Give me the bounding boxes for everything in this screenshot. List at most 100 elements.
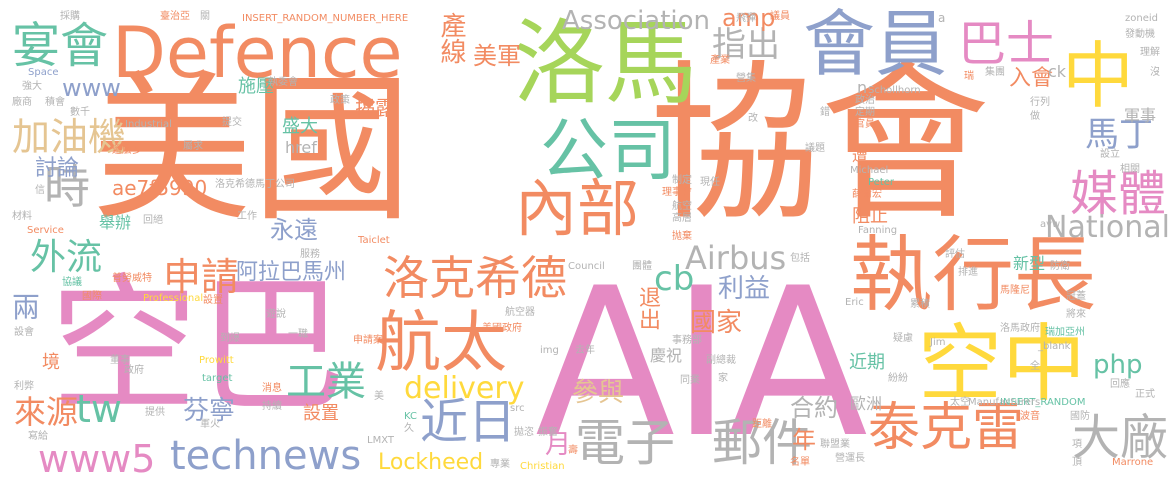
word-xiangguan: 相關: [1120, 164, 1140, 175]
word-chanye: 產業: [710, 55, 730, 66]
word-juli: 距離: [752, 419, 772, 430]
word-gongye: 工業: [286, 359, 366, 405]
word-juban: 舉辦: [99, 213, 132, 232]
word-changshang: 廠商: [12, 97, 32, 108]
word-paozi: 拋恣: [514, 427, 534, 438]
word-zhong: 中: [1062, 34, 1135, 118]
word-qiangda: 強大: [22, 81, 42, 92]
word-zhengfu: 政府: [124, 365, 144, 376]
word-zoneid: zoneid: [1125, 13, 1158, 24]
word-haimeduo: 還麼多: [112, 145, 142, 156]
word-boyin: 波音: [1020, 411, 1040, 422]
word-meijun: 美軍: [473, 42, 521, 70]
word-junshi: 軍事: [1124, 106, 1157, 125]
word-jianglai: 將來: [1066, 309, 1086, 320]
word-dingqi: 定期: [855, 107, 875, 118]
word-space: Space: [28, 67, 59, 78]
word-shenqingan: 申請案: [353, 335, 383, 346]
word-yingji: 營集: [736, 73, 756, 84]
word-shenqing: 申請: [163, 255, 240, 299]
word-jiu: 久: [404, 423, 414, 434]
word-kongba: 空巴: [50, 260, 346, 432]
word-zhuanye: 專業: [490, 459, 510, 470]
word-service: Service: [27, 225, 64, 236]
word-alabama: 阿拉巴馬州: [236, 260, 347, 285]
word-xiang: 項: [1072, 439, 1082, 450]
word-jinri: 近日: [420, 394, 517, 450]
word-guoji: 國際: [82, 291, 102, 302]
word-bashi: 巴士: [958, 16, 1055, 72]
word-shi: 時: [44, 160, 90, 214]
word-mading: 馬丁: [1085, 115, 1153, 155]
word-shuqian: 數千: [70, 107, 90, 118]
word-marrone: Marrone: [1112, 457, 1154, 468]
word-src: src: [510, 403, 525, 414]
word-amp: amp: [722, 4, 776, 32]
word-jim: Jim: [930, 337, 946, 348]
word-jinqi: 近期: [849, 352, 885, 373]
word-taikong: 太空: [950, 397, 970, 408]
word-img: img: [540, 345, 559, 356]
word-tijiao: 提交: [222, 117, 242, 128]
word-taiclet: Taiclet: [358, 235, 390, 246]
word-yizhi: 一職: [288, 329, 308, 340]
word-lijie: 理解: [1140, 47, 1160, 58]
word-guan: 關: [200, 11, 210, 22]
word-qunian: 去年: [575, 345, 595, 356]
word-zhiweihui: 執委會: [268, 77, 298, 88]
word-www5: www5: [38, 437, 156, 481]
word-qingzhu: 慶祝: [650, 346, 683, 365]
word-meiti: 媒體: [1070, 166, 1167, 222]
word-yongyuan: 永遠: [270, 216, 318, 244]
word-zhenfen: 振奮: [538, 427, 558, 438]
word-fenning: 芬寧: [183, 396, 236, 426]
word-zao: 遭: [852, 146, 869, 165]
word-shengda: 盛大: [282, 116, 318, 137]
word-ruijiaya: 瑞加亞州: [1045, 327, 1085, 338]
word-taizhiya: 臺治亞: [160, 11, 190, 22]
word-cailiao: 材料: [12, 211, 32, 222]
word-tigong: 提供: [145, 407, 165, 418]
word-fenfen: 紛紛: [888, 373, 908, 384]
word-avw: avw: [1040, 219, 1061, 230]
word-tw: tw: [76, 387, 122, 431]
word-shou: 壽: [568, 445, 578, 456]
word-michael: Michael: [850, 165, 889, 176]
word-lockheed: Lockheed: [378, 450, 484, 475]
word-mei: 美: [374, 391, 384, 402]
word-tuichu: 退出: [635, 286, 660, 330]
word-caigou: 採購: [60, 11, 80, 22]
word-malongni: 馬隆尼: [1000, 285, 1030, 296]
word-lishihui: 理事會: [662, 187, 692, 198]
word-shiwubu: 事務部: [672, 335, 702, 346]
word-shuqiu: 屬求: [183, 141, 203, 152]
word-neibu: 內部: [515, 172, 640, 245]
word-cb: cb: [654, 259, 695, 299]
word-www: www: [62, 74, 121, 102]
word-zhengce: 政策: [330, 95, 350, 106]
word-target: target: [202, 373, 233, 384]
word-huijue: 回絕: [143, 215, 163, 226]
word-lm-company: 洛克希德馬丁公司: [215, 179, 295, 190]
word-huiying: 回應: [1110, 379, 1130, 390]
word-professional: Professional: [143, 293, 204, 304]
word-jiayouji: 加油機: [12, 115, 127, 159]
word-defence: Defence: [112, 12, 403, 94]
word-schollhorn: Schollhorn: [868, 85, 921, 96]
word-shehui: 設會: [14, 327, 34, 338]
word-jia: 家: [718, 373, 728, 384]
word-blank: _blank: [1038, 341, 1071, 352]
word-href: href: [285, 138, 317, 157]
word-leiji: 累積: [910, 299, 930, 310]
word-sheli: 設立: [1100, 149, 1120, 160]
word-hangtai: 航太: [375, 304, 507, 381]
word-youshuo: 遊說: [266, 309, 286, 320]
word-youjian: 郵件: [712, 414, 812, 472]
word-yue: 月: [545, 430, 572, 460]
word-ck: ck: [1048, 62, 1067, 81]
word-prowitt: Prowitt: [199, 355, 234, 366]
word-ruhui: 入會: [1009, 66, 1054, 91]
word-gai: 改: [748, 113, 758, 124]
word-laiyuan: 來源: [14, 393, 79, 431]
